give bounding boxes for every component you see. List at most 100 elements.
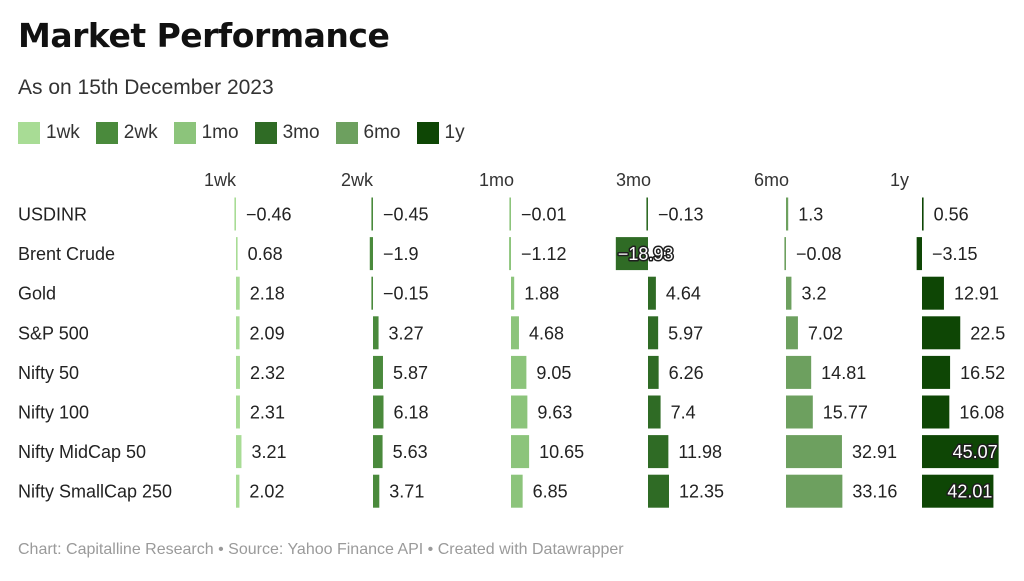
bar: [236, 276, 240, 310]
value-label: 15.77: [823, 403, 868, 423]
column-header: 1wk: [204, 170, 237, 190]
value-label: 45.07: [953, 442, 998, 462]
legend-label: 6mo: [363, 122, 401, 143]
value-label: −0.15: [383, 284, 429, 304]
bar: [922, 395, 950, 429]
value-label: 10.65: [539, 442, 584, 462]
bar: [511, 435, 530, 469]
chart-subtitle: As on 15th December 2023: [18, 76, 274, 99]
legend-item-2wk: 2wk: [95, 122, 158, 144]
performance-bar-table: 1wk 2wk 1mo 3mo 6mo 1y USDINR Brent Crude Gold S&…: [18, 170, 1005, 508]
value-label: 12.35: [679, 482, 724, 502]
value-label: −0.08: [796, 244, 842, 264]
value-label: 3.2: [801, 284, 826, 304]
bar: [648, 395, 661, 429]
value-label: −0.01: [521, 205, 567, 225]
value-label: 2.09: [250, 323, 285, 343]
column-header: 1y: [890, 170, 909, 190]
bar: [371, 276, 373, 310]
bar: [236, 316, 240, 350]
value-label: −0.45: [383, 205, 429, 225]
bar: [786, 276, 792, 310]
bar: [646, 197, 648, 231]
value-label: 3.21: [251, 442, 286, 462]
value-label: 7.02: [808, 323, 843, 343]
value-label: 0.56: [934, 205, 969, 225]
value-label: 42.01: [947, 482, 992, 502]
value-label: −0.46: [246, 205, 292, 225]
legend-swatch: [335, 122, 358, 144]
bar: [786, 197, 789, 231]
bar: [922, 355, 951, 389]
value-label: 16.08: [959, 403, 1004, 423]
bar: [648, 316, 659, 350]
bar: [373, 395, 384, 429]
bar: [373, 474, 380, 508]
legend-item-1mo: 1mo: [173, 122, 239, 144]
value-label: −3.15: [932, 244, 978, 264]
legend-item-3mo: 3mo: [254, 122, 320, 144]
column-header: 1mo: [479, 170, 514, 190]
value-label: 6.85: [533, 482, 568, 502]
legend-item-6mo: 6mo: [335, 122, 401, 144]
value-label: 5.87: [393, 363, 428, 383]
bar: [648, 355, 659, 389]
value-label: 1.3: [798, 205, 823, 225]
bar: [786, 316, 798, 350]
row-label: Nifty SmallCap 250: [18, 482, 172, 502]
bar: [648, 276, 656, 310]
bar: [371, 197, 373, 231]
bar: [236, 474, 240, 508]
legend-label: 1mo: [201, 122, 239, 143]
legend-label: 2wk: [123, 122, 158, 143]
value-label: −0.13: [658, 205, 704, 225]
bar: [786, 435, 842, 469]
value-label: 2.32: [250, 363, 285, 383]
row-label: Gold: [18, 284, 56, 304]
bar: [922, 435, 999, 469]
legend-item-1y: 1y: [416, 122, 465, 144]
value-label: 5.97: [668, 323, 703, 343]
bar: [511, 316, 519, 350]
legend-label: 3mo: [282, 122, 320, 143]
value-label: 3.71: [389, 482, 424, 502]
bar: [236, 395, 240, 429]
bar: [511, 474, 523, 508]
legend-label: 1wk: [46, 122, 80, 143]
legend-label: 1y: [444, 122, 465, 143]
bar: [509, 237, 511, 271]
bar: [786, 474, 843, 508]
row-label: Nifty 100: [18, 403, 89, 423]
bar: [236, 355, 240, 389]
value-label: 4.64: [666, 284, 701, 304]
column-header: 3mo: [616, 170, 651, 190]
value-label: 7.4: [671, 403, 696, 423]
row-label: USDINR: [18, 205, 87, 225]
value-label: 1.88: [524, 284, 559, 304]
bar: [922, 474, 994, 508]
bar: [236, 237, 238, 271]
bar: [922, 276, 944, 310]
value-label: 32.91: [852, 442, 897, 462]
value-label: 4.68: [529, 323, 564, 343]
legend-swatch: [254, 122, 277, 144]
value-label: 0.68: [248, 244, 283, 264]
legend-swatch: [173, 122, 196, 144]
value-label: 12.91: [954, 284, 999, 304]
bar: [373, 435, 383, 469]
bar: [916, 237, 922, 271]
column-header: 6mo: [754, 170, 789, 190]
value-label: −1.12: [521, 244, 567, 264]
bar: [234, 197, 236, 231]
row-label: Brent Crude: [18, 244, 115, 264]
value-label: 2.18: [250, 284, 285, 304]
bar: [648, 474, 669, 508]
value-label: 11.98: [678, 442, 722, 462]
bar: [786, 355, 812, 389]
value-label: 14.81: [821, 363, 866, 383]
row-label: Nifty MidCap 50: [18, 442, 146, 462]
bar: [373, 316, 379, 350]
bar: [922, 197, 924, 231]
bar: [509, 197, 511, 231]
bar: [784, 237, 786, 271]
